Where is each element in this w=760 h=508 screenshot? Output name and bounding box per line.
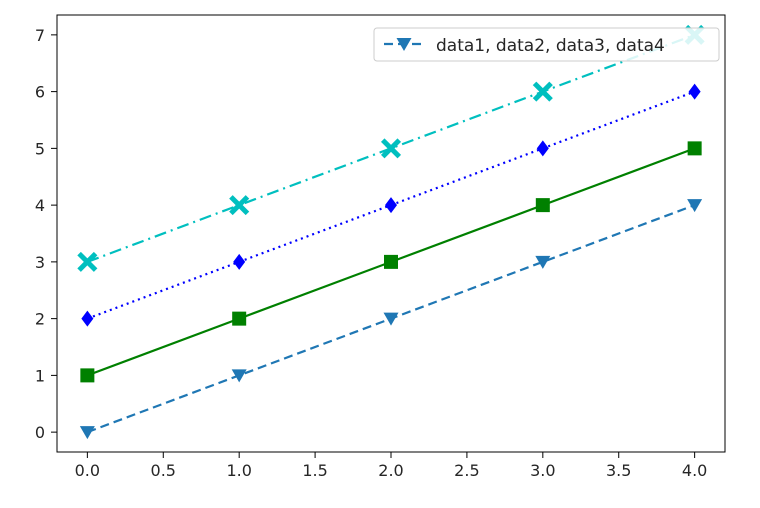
series-2-point <box>232 311 247 326</box>
legend: data1, data2, data3, data4 <box>373 27 720 62</box>
x-tick-label: 3.0 <box>530 461 555 480</box>
series-3-point <box>233 253 246 270</box>
y-tick-label: 1 <box>35 366 45 385</box>
x-tick-label: 0.5 <box>151 461 176 480</box>
y-tick-label: 2 <box>35 310 45 329</box>
x-tick-label: 0.0 <box>75 461 100 480</box>
x-tick-label: 2.0 <box>378 461 403 480</box>
legend-box <box>373 27 720 62</box>
legend-handle <box>384 38 424 51</box>
series-1-point <box>79 426 95 440</box>
x-tick-label: 2.5 <box>454 461 479 480</box>
legend-label: data1, data2, data3, data4 <box>436 36 665 56</box>
y-tick-label: 5 <box>35 139 45 158</box>
series-1 <box>79 199 703 440</box>
series-1-point <box>687 199 703 213</box>
series-2-point <box>384 254 398 269</box>
series-4-point <box>77 251 98 272</box>
x-tick-label: 1.5 <box>302 461 327 480</box>
series-3-point <box>688 83 701 100</box>
series-2-point <box>80 368 95 383</box>
series-4-point <box>229 195 250 216</box>
series-4-point <box>532 81 553 102</box>
series-1-point <box>535 255 551 269</box>
y-tick-label: 4 <box>35 196 45 215</box>
series-2 <box>80 141 702 383</box>
series-2-point <box>535 198 550 213</box>
x-tick-label: 1.0 <box>226 461 251 480</box>
series-3-point <box>385 197 397 214</box>
y-tick-label: 7 <box>35 26 45 45</box>
series-1-point <box>383 312 399 326</box>
y-axis-ticks: 0 1 2 3 4 5 6 7 <box>35 26 57 442</box>
series-2-point <box>687 141 702 156</box>
series-4-point <box>380 138 402 159</box>
y-tick-label: 6 <box>35 83 45 102</box>
x-axis-ticks: 0.0 0.5 1.0 1.5 2.0 2.5 3.0 3.5 4.0 <box>75 452 707 480</box>
x-tick-label: 3.5 <box>606 461 631 480</box>
series-4 <box>77 24 705 272</box>
series-3 <box>81 83 701 327</box>
series-layer <box>77 24 705 440</box>
legend-marker <box>396 38 412 51</box>
y-tick-label: 0 <box>35 423 45 442</box>
axes-frame <box>56 14 726 453</box>
series-1-point <box>231 369 247 383</box>
y-tick-label: 3 <box>35 253 45 272</box>
x-tick-label: 4.0 <box>682 461 707 480</box>
series-3-point <box>81 310 94 327</box>
series-3-point <box>536 140 549 157</box>
